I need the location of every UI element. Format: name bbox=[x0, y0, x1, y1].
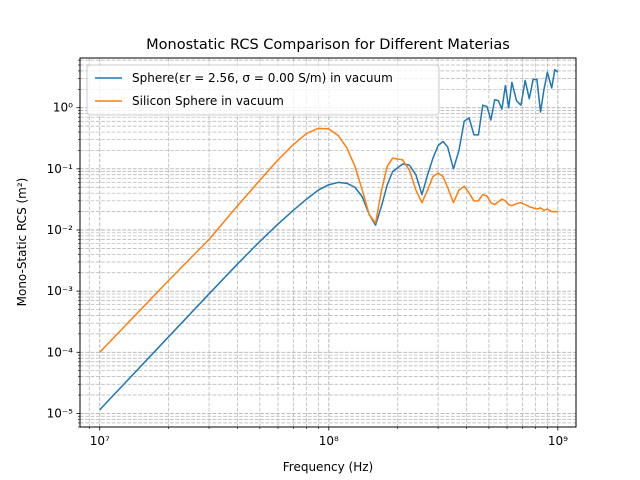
chart-title: Monostatic RCS Comparison for Different … bbox=[146, 37, 510, 53]
x-axis-label: Frequency (Hz) bbox=[283, 460, 374, 474]
grid bbox=[80, 58, 576, 428]
plot-area-frame bbox=[79, 57, 577, 428]
series-group bbox=[99, 68, 559, 411]
y-tick-label: 10⁰ bbox=[53, 101, 73, 115]
series-line-1 bbox=[99, 127, 558, 353]
y-tick-label: 10⁻¹ bbox=[47, 162, 74, 176]
y-tick-label: 10⁻⁵ bbox=[47, 406, 74, 420]
legend-label-sphere: Sphere(εr = 2.56, σ = 0.00 S/m) in vacuu… bbox=[132, 71, 393, 85]
ticks: 10⁷ 10⁸ 10⁹ 10⁻⁵ 10⁻⁴ 10⁻³ 10⁻² 10⁻¹ 10⁰ bbox=[47, 59, 568, 448]
x-tick-label: 10⁷ bbox=[90, 434, 110, 448]
legend-label-silicon: Silicon Sphere in vacuum bbox=[132, 94, 284, 108]
y-tick-label: 10⁻⁴ bbox=[47, 345, 74, 359]
y-tick-label: 10⁻² bbox=[47, 223, 74, 237]
y-tick-label: 10⁻³ bbox=[47, 284, 74, 298]
y-axis-label: Mono-Static RCS (m²) bbox=[15, 178, 29, 307]
x-tick-label: 10⁸ bbox=[319, 434, 339, 448]
series-line-0 bbox=[99, 68, 559, 411]
legend-box bbox=[86, 64, 440, 116]
x-tick-label: 10⁹ bbox=[548, 434, 568, 448]
legend: Sphere(εr = 2.56, σ = 0.00 S/m) in vacuu… bbox=[86, 64, 440, 116]
